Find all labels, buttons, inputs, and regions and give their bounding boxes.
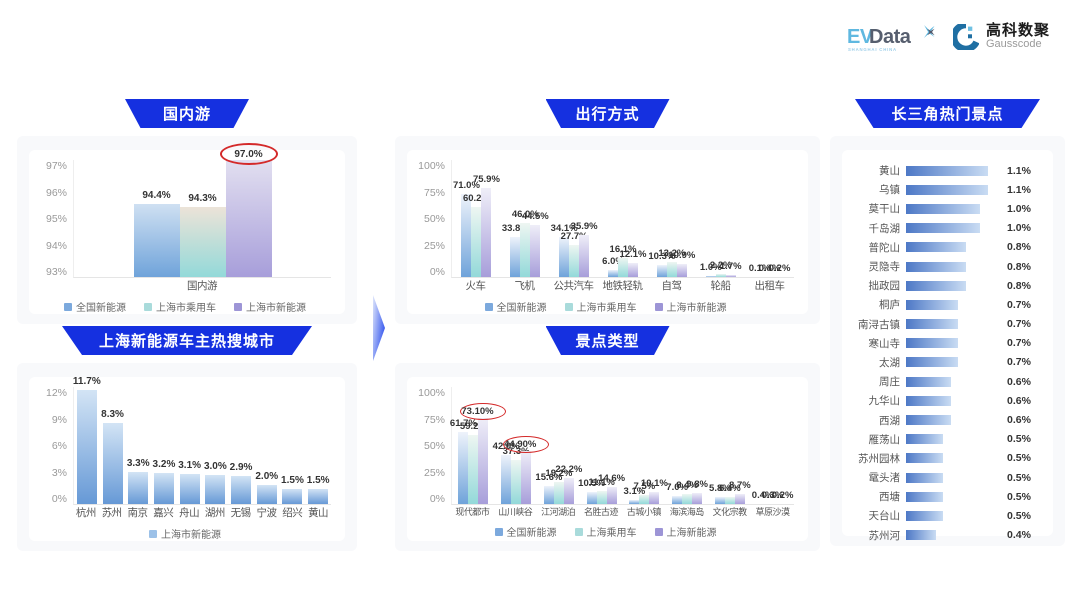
svg-text:Data: Data (869, 26, 912, 48)
svg-text:SHANGHAI CHINA: SHANGHAI CHINA (848, 47, 897, 52)
